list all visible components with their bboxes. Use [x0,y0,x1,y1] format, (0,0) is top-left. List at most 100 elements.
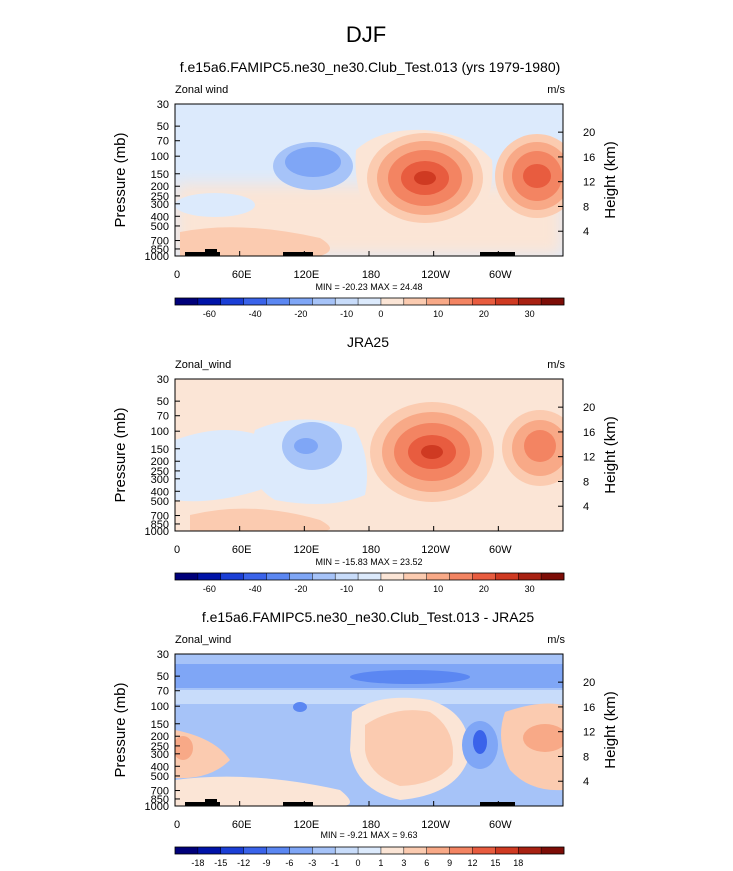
y-tick-label: 30 [157,99,169,111]
y-axis-label: Pressure (mb) [112,407,129,502]
colorbar-label: -3 [308,858,316,868]
topography [185,799,515,806]
colorbar-box [197,573,222,580]
y-tick-label: 200 [151,731,169,743]
colorbar-label: 15 [490,858,500,868]
y-axis-right: 20 16 12 8 4 [558,677,595,788]
colorbar-label: 0 [378,584,383,594]
colorbar-box [495,298,519,305]
colorbar-label: -40 [249,584,262,594]
colorbar-box [289,847,313,854]
colorbar-box [312,298,336,305]
y-tick-label: 30 [157,649,169,661]
colorbar-box [266,298,290,305]
near-zero-band [175,690,563,704]
colorbar: -18 -15 -12 -9 -6 -3 -1 0 1 3 6 9 12 15 18 [174,846,565,868]
colorbar-frame [174,572,565,581]
jet-core-east-15 [524,430,556,462]
x-axis: 0 60E 120E 180 120W 60W [174,801,512,831]
y-tick-label: 70 [157,136,169,148]
y-right-tick-label: 8 [583,476,589,488]
contour-field [175,654,563,806]
y-tick-label: 30 [157,374,169,386]
colorbar-box [289,298,313,305]
colorbar-box [518,847,542,854]
colorbar-label: -9 [263,858,271,868]
colorbar-box [289,573,313,580]
colorbar-label: -1 [331,858,339,868]
y-tick-label: 50 [157,671,169,683]
y-tick-label: 150 [151,719,169,731]
y-axis-right: 20 16 12 8 4 [558,127,595,238]
colorbar-box [335,298,359,305]
topography [185,249,515,256]
easterly-core-15 [294,438,318,454]
colorbar-label: -10 [340,309,353,319]
colorbar-label: 3 [401,858,406,868]
colorbar-box [426,573,450,580]
x-tick-label: 120W [421,819,450,831]
colorbar-box [449,573,473,580]
x-axis: 0 60E 120E 180 120W 60W [174,251,512,281]
colorbar-label: -15 [214,858,227,868]
y-tick-label: 250 [151,191,169,203]
min-max-label: MIN = -9.21 MAX = 9.63 [320,830,417,840]
y-tick-label: 150 [151,169,169,181]
y-tick-label: 1000 [145,251,169,263]
colorbar-box [197,847,222,854]
y-tick-label: 300 [151,749,169,761]
x-tick-label: 120E [293,544,319,556]
colorbar-box [312,847,336,854]
y-tick-label: 500 [151,496,169,508]
colorbar-box [380,573,405,580]
colorbar-label: 12 [467,858,477,868]
y-tick-label: 70 [157,411,169,423]
colorbar-label: -20 [294,309,307,319]
colorbar-box [243,847,267,854]
colorbar-box [541,573,565,580]
y-tick-label: 250 [151,466,169,478]
colorbar: -60 -40 -20 -10 0 10 20 30 [174,297,565,319]
min-max-label: MIN = -15.83 MAX = 23.52 [315,557,422,567]
colorbar-box [243,298,267,305]
x-tick-label: 120E [293,819,319,831]
colorbar-label: 20 [479,584,489,594]
y-tick-label: 100 [151,426,169,438]
y-axis-label-right: Height (km) [602,691,619,769]
left-string: Zonal_wind [175,634,231,646]
y-right-tick-label: 12 [583,727,595,739]
colorbar-box [358,573,382,580]
y-tick-label: 100 [151,151,169,163]
y-tick-label: 700 [151,236,169,248]
colorbar-label: -10 [340,584,353,594]
jet-core-east-20 [523,164,551,188]
x-tick-label: 60E [232,819,252,831]
y-tick-label: 1000 [145,801,169,813]
contour-field [175,104,563,256]
colorbar-box [243,573,267,580]
units-label: m/s [547,84,565,96]
colorbar-box [335,573,359,580]
y-right-tick-label: 16 [583,702,595,714]
colorbar-label: 10 [433,309,443,319]
easterly-core-15 [285,147,341,177]
colorbar-box [426,298,450,305]
y-tick-label: 400 [151,211,169,223]
mid-positive-core [365,710,454,786]
y-axis-label: Pressure (mb) [112,132,129,227]
colorbar-label: 20 [479,309,489,319]
y-tick-label: 700 [151,511,169,523]
colorbar-box [266,573,290,580]
y-tick-label: 500 [151,221,169,233]
colorbar-box [335,847,359,854]
y-tick-label: 400 [151,486,169,498]
colorbar-label: 6 [424,858,429,868]
x-tick-label: 120W [421,544,450,556]
y-tick-label: 300 [151,199,169,211]
x-tick-label: 120W [421,269,450,281]
x-tick-label: 60W [489,269,512,281]
left-string: Zonal_wind [175,359,231,371]
panel-title: JRA25 [347,334,389,350]
lower-westerly-band [190,508,330,531]
